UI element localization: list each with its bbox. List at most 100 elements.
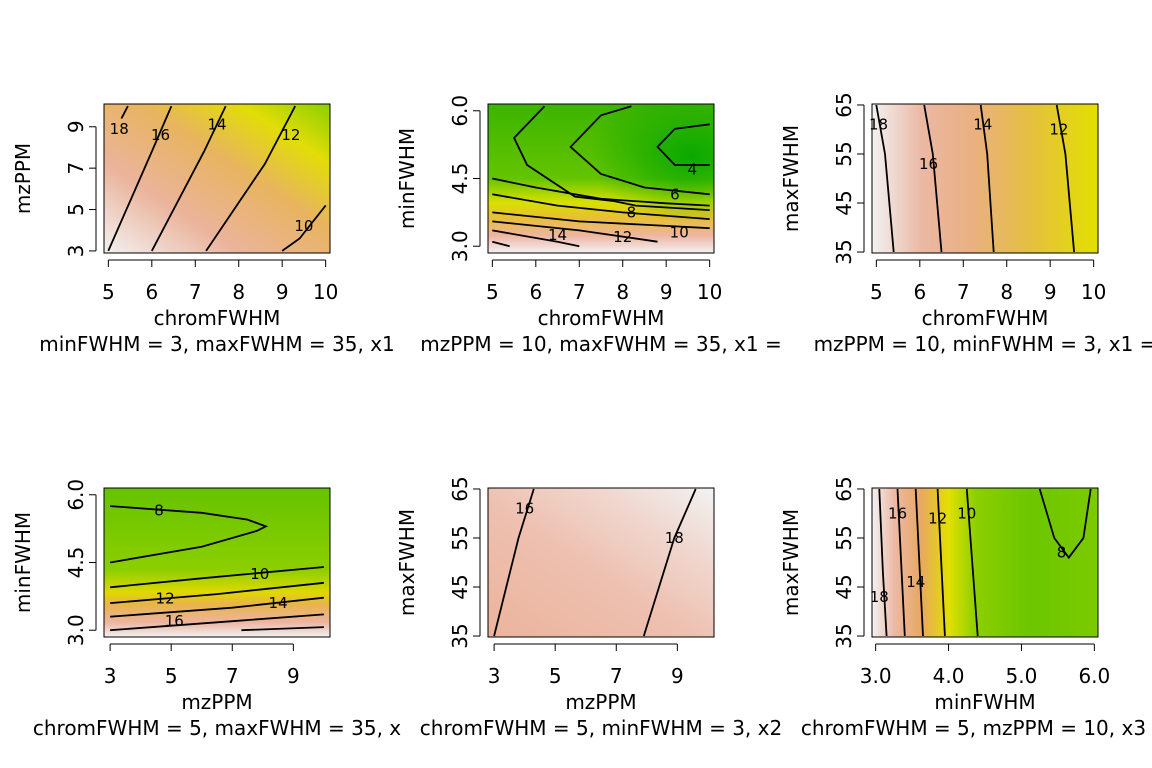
y-tick-label: 65 bbox=[832, 476, 856, 501]
x-tick-label: 6 bbox=[145, 280, 158, 304]
y-axis: 35 45 55 65 maxFWHM bbox=[779, 476, 865, 649]
y-axis-label: mzPPM bbox=[11, 143, 35, 214]
contour-line-16 bbox=[493, 488, 535, 637]
x-tick-label: 10 bbox=[313, 280, 338, 304]
heatmap-surface bbox=[104, 488, 330, 637]
contour-line-8 bbox=[1038, 488, 1092, 560]
contour-line-unlabeled-8 bbox=[492, 240, 510, 248]
contour-label: 18 bbox=[870, 588, 889, 606]
slice-label: chromFWHM = 5, minFWHM = 3, x2 bbox=[420, 716, 782, 740]
plot-frame bbox=[487, 103, 715, 254]
contour-line-12 bbox=[1055, 104, 1075, 253]
x-tick-label: 10 bbox=[1081, 280, 1106, 304]
contour-line-unlabeled-1 bbox=[569, 105, 710, 196]
y-tick-label: 5 bbox=[64, 203, 88, 216]
x-tick-label: 9 bbox=[287, 664, 300, 688]
y-axis-label: maxFWHM bbox=[395, 509, 419, 616]
y-tick-label: 35 bbox=[448, 623, 472, 648]
contour-line-12 bbox=[492, 220, 658, 243]
y-tick-label: 6.0 bbox=[448, 95, 472, 127]
slice-label: minFWHM = 3, maxFWHM = 35, x1 bbox=[39, 332, 395, 356]
x-tick-label: 9 bbox=[671, 664, 684, 688]
x-tick-label: 5 bbox=[165, 664, 178, 688]
y-tick-label: 3.0 bbox=[448, 230, 472, 262]
contour-line-14 bbox=[110, 596, 324, 618]
x-tick-label: 9 bbox=[276, 280, 289, 304]
contour-line-8 bbox=[109, 505, 269, 564]
contour-line-12 bbox=[205, 105, 296, 252]
x-tick-label: 3.0 bbox=[860, 664, 892, 688]
y-axis: 3.0 4.5 6.0 minFWHM bbox=[395, 95, 481, 262]
y-tick-label: 4.5 bbox=[448, 163, 472, 195]
y-tick-label: 9 bbox=[64, 120, 88, 133]
y-tick-label: 35 bbox=[832, 239, 856, 264]
contour-label: 12 bbox=[281, 126, 300, 144]
y-tick-label: 45 bbox=[448, 574, 472, 599]
contour-line-6 bbox=[492, 177, 710, 207]
contour-label: 16 bbox=[919, 155, 938, 173]
contour-line-14 bbox=[151, 105, 227, 252]
y-tick-label: 55 bbox=[448, 525, 472, 550]
contour-line-10 bbox=[110, 566, 324, 589]
contour-label: 12 bbox=[928, 509, 947, 527]
y-axis: 3.0 4.5 6.0 minFWHM bbox=[11, 479, 97, 646]
contour-label: 14 bbox=[269, 594, 288, 612]
x-tick-label: 7 bbox=[610, 664, 623, 688]
contour-line-14 bbox=[914, 488, 924, 637]
contour-label: 16 bbox=[165, 612, 184, 630]
x-axis-label: chromFWHM bbox=[538, 306, 665, 330]
plot-frame bbox=[871, 487, 1099, 638]
contour-line-16 bbox=[107, 105, 173, 252]
y-tick-label: 7 bbox=[64, 162, 88, 175]
contour-line-unlabeled-0 bbox=[513, 105, 710, 211]
x-tick-label: 6 bbox=[529, 280, 542, 304]
slice-label: mzPPM = 10, maxFWHM = 35, x1 = bbox=[420, 332, 781, 356]
y-tick-label: 45 bbox=[832, 190, 856, 215]
y-axis: 35 45 55 65 maxFWHM bbox=[395, 476, 481, 649]
contour-label: 10 bbox=[250, 565, 269, 583]
x-tick-label: 5 bbox=[486, 280, 499, 304]
contour-label: 14 bbox=[906, 573, 925, 591]
contour-line-10 bbox=[281, 204, 327, 252]
y-tick-label: 45 bbox=[832, 574, 856, 599]
contour-line-14 bbox=[979, 104, 995, 253]
heatmap-surface bbox=[104, 104, 330, 253]
x-tick-label: 8 bbox=[232, 280, 245, 304]
plot-frame bbox=[103, 487, 331, 638]
x-axis-label: mzPPM bbox=[565, 690, 636, 714]
plot-frame bbox=[487, 487, 715, 638]
y-axis: 3 5 7 9 mzPPM bbox=[11, 120, 97, 258]
contour-label: 16 bbox=[151, 126, 170, 144]
x-tick-label: 10 bbox=[697, 280, 722, 304]
contour-label: 10 bbox=[670, 224, 689, 242]
y-tick-label: 55 bbox=[832, 141, 856, 166]
x-axis-label: chromFWHM bbox=[154, 306, 281, 330]
slice-label: chromFWHM = 5, mzPPM = 10, x3 = bbox=[801, 716, 1152, 740]
x-tick-label: 6.0 bbox=[1078, 664, 1110, 688]
x-tick-label: 3 bbox=[104, 664, 117, 688]
contour-label: 14 bbox=[548, 226, 567, 244]
contour-line-18 bbox=[642, 488, 697, 637]
x-tick-label: 8 bbox=[616, 280, 629, 304]
y-tick-label: 3 bbox=[64, 245, 88, 258]
contour-label: 6 bbox=[670, 185, 680, 203]
x-tick-label: 9 bbox=[1044, 280, 1057, 304]
contour-line-4 bbox=[656, 123, 710, 166]
y-tick-label: 65 bbox=[448, 476, 472, 501]
contour-line-10 bbox=[492, 211, 710, 230]
x-tick-label: 5 bbox=[549, 664, 562, 688]
contour-line-16 bbox=[896, 488, 906, 637]
contour-label: 10 bbox=[957, 504, 976, 522]
y-tick-label: 6.0 bbox=[64, 479, 88, 511]
y-tick-label: 3.0 bbox=[64, 614, 88, 646]
y-tick-label: 65 bbox=[832, 92, 856, 117]
x-tick-label: 5 bbox=[102, 280, 115, 304]
contour-line-8 bbox=[492, 193, 710, 220]
y-axis-label: minFWHM bbox=[11, 512, 35, 613]
contour-line-12 bbox=[936, 488, 946, 637]
contour-label: 14 bbox=[207, 116, 226, 134]
heatmap-surface bbox=[872, 488, 1098, 637]
